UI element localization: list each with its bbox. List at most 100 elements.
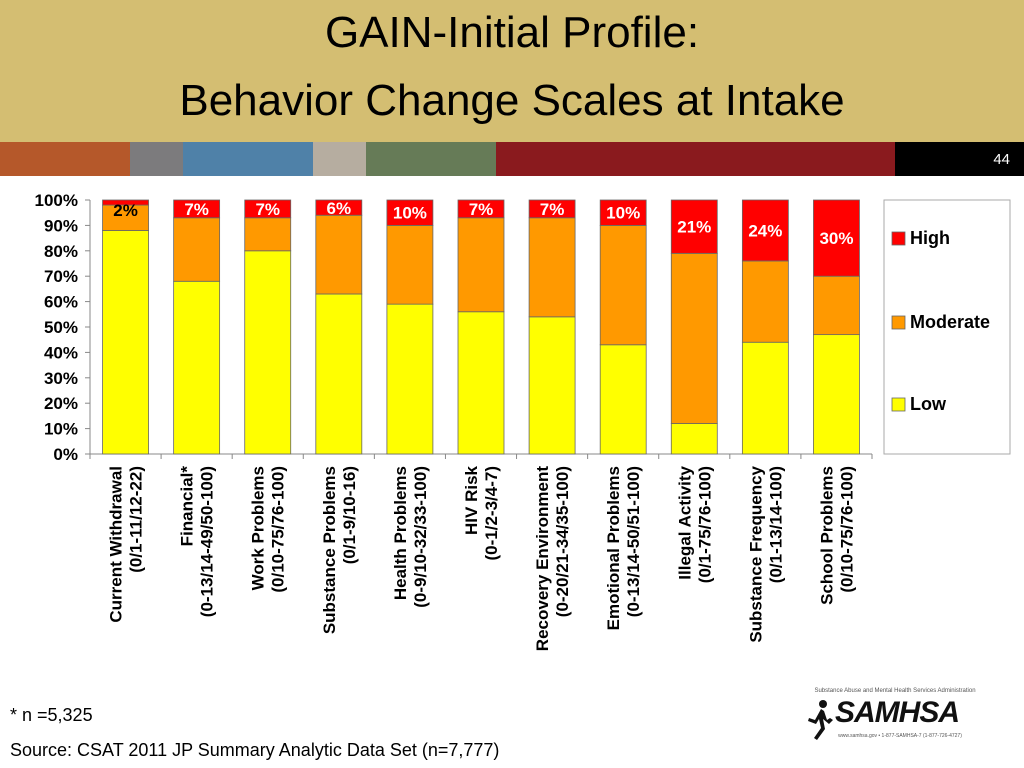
x-category-name: Current Withdrawal bbox=[107, 466, 126, 623]
x-category-name: Work Problems bbox=[249, 466, 268, 590]
source-note: Source: CSAT 2011 JP Summary Analytic Da… bbox=[10, 740, 500, 760]
x-category-name: HIV Risk bbox=[462, 465, 481, 535]
x-category-range: (0/1-75/76-100) bbox=[695, 466, 714, 583]
x-category-name: School Problems bbox=[817, 466, 836, 605]
y-tick-label: 100% bbox=[35, 191, 78, 210]
x-category-range: (0/1-9/10-16) bbox=[340, 466, 359, 564]
x-category-name: Recovery Environment bbox=[533, 466, 552, 652]
bar-segment-moderate bbox=[599, 225, 647, 346]
legend-swatch bbox=[891, 231, 906, 246]
bar-segment-low bbox=[102, 230, 149, 455]
bar-segment-low bbox=[599, 344, 647, 455]
bar-segment-high bbox=[315, 199, 363, 216]
bar-segment-low bbox=[244, 250, 292, 455]
data-label: 7% bbox=[469, 200, 494, 219]
bar-segment-high bbox=[457, 199, 505, 219]
running-figure-icon bbox=[808, 700, 833, 740]
bar-segment-low bbox=[386, 303, 434, 455]
y-tick-label: 40% bbox=[44, 343, 78, 362]
bar-segment-moderate bbox=[244, 217, 292, 252]
bar-segment-high bbox=[386, 199, 434, 226]
bar-segment-moderate bbox=[173, 217, 221, 282]
stripe-segment bbox=[0, 142, 130, 176]
x-category-label: Emotional Problems (0-13/14-50/51-100) bbox=[604, 466, 643, 630]
x-category-range: (0-1/2-3/4-7) bbox=[482, 466, 501, 560]
bar-segment-moderate bbox=[102, 204, 149, 231]
stripe-segment bbox=[183, 142, 313, 176]
x-category-label: Health Problems (0-9/10-32/33-100) bbox=[391, 466, 430, 608]
stripe-segment bbox=[313, 142, 366, 176]
samhsa-logo: Substance Abuse and Mental Health Servic… bbox=[805, 688, 985, 746]
y-tick-label: 70% bbox=[44, 267, 78, 286]
footnote: * n =5,325 bbox=[10, 705, 93, 725]
bar-segment-low bbox=[315, 293, 363, 455]
logo-wordmark: SAMHSA bbox=[835, 696, 960, 729]
data-label: 7% bbox=[184, 200, 209, 219]
y-tick-label: 0% bbox=[53, 445, 78, 464]
data-label: 7% bbox=[540, 200, 565, 219]
bar-segment-moderate bbox=[670, 252, 718, 424]
bar-segment-moderate bbox=[741, 260, 789, 343]
x-category-label: Substance Problems (0/1-9/10-16) bbox=[320, 466, 359, 634]
data-label: 24% bbox=[748, 221, 782, 240]
stripe-segment bbox=[496, 142, 896, 176]
y-tick-label: 10% bbox=[44, 420, 78, 439]
slide-title-line-2: Behavior Change Scales at Intake bbox=[179, 76, 845, 125]
bar-segment-moderate bbox=[813, 275, 860, 336]
y-tick-label: 60% bbox=[44, 293, 78, 312]
y-tick-label: 80% bbox=[44, 242, 78, 261]
x-category-name: Illegal Activity bbox=[675, 465, 694, 579]
legend-swatch bbox=[891, 397, 906, 412]
y-tick-label: 50% bbox=[44, 318, 78, 337]
bar-segment-moderate bbox=[315, 214, 363, 295]
data-label: 30% bbox=[819, 229, 853, 248]
data-label: 6% bbox=[327, 199, 352, 218]
bar-segment-low bbox=[457, 311, 505, 455]
bar-segment-moderate bbox=[386, 225, 434, 305]
slide-title-line-1: GAIN-Initial Profile: bbox=[324, 8, 700, 57]
x-category-label: Substance Frequency (0/1-13/14-100) bbox=[746, 465, 785, 642]
x-category-name: Financial* bbox=[178, 466, 197, 547]
bar-segment-low bbox=[173, 280, 221, 455]
x-category-label: Illegal Activity (0/1-75/76-100) bbox=[675, 465, 714, 583]
y-tick-label: 90% bbox=[44, 216, 78, 235]
x-category-label: School Problems (0/10-75/76-100) bbox=[817, 466, 856, 605]
x-category-range: (0/10-75/76-100) bbox=[269, 466, 288, 593]
bar-segment-high bbox=[528, 199, 576, 219]
legend-label: Moderate bbox=[910, 312, 990, 332]
x-category-range: (0/1-13/14-100) bbox=[766, 466, 785, 583]
x-category-range: (0-20/21-34/35-100) bbox=[553, 466, 572, 617]
stacked-bar-chart: 0% 10% 20% 30% 40% 50% 60% 70% 80% 90% 100% 2% Curre… bbox=[35, 191, 1011, 652]
legend-label: High bbox=[910, 228, 950, 248]
data-label: 21% bbox=[677, 218, 711, 237]
y-tick-label: 20% bbox=[44, 394, 78, 413]
logo-contact: www.samhsa.gov • 1-877-SAMHSA-7 (1-877-7… bbox=[838, 733, 962, 739]
x-category-name: Substance Problems bbox=[320, 466, 339, 634]
y-tick-label: 30% bbox=[44, 369, 78, 388]
data-label: 7% bbox=[255, 200, 280, 219]
x-category-range: (0/1-11/12-22) bbox=[127, 466, 146, 573]
bar-segment-low bbox=[741, 341, 789, 455]
x-category-range: (0/10-75/76-100) bbox=[837, 466, 856, 593]
title-band: GAIN-Initial Profile: Behavior Change Sc… bbox=[0, 0, 1024, 142]
bar-segment-moderate bbox=[457, 217, 505, 313]
decorative-color-stripe bbox=[0, 142, 1024, 176]
bar-segment-high bbox=[244, 199, 292, 219]
x-category-label: Financial* (0-13/14-49/50-100) bbox=[178, 466, 217, 618]
logo-tagline: Substance Abuse and Mental Health Servic… bbox=[814, 688, 976, 694]
bar-segment-moderate bbox=[528, 217, 576, 318]
slide-number: 44 bbox=[895, 142, 1024, 176]
legend-label: Low bbox=[910, 394, 947, 414]
x-category-name: Emotional Problems bbox=[604, 466, 623, 630]
data-label: 2% bbox=[113, 201, 138, 220]
bar-segment-low bbox=[813, 334, 860, 455]
bar-segment-high bbox=[173, 199, 221, 219]
data-label: 10% bbox=[606, 204, 640, 223]
bar-segment-high bbox=[599, 199, 647, 226]
x-category-name: Health Problems bbox=[391, 466, 410, 600]
bar-segment-high bbox=[670, 199, 718, 254]
bar-segment-low bbox=[528, 316, 576, 455]
bar-segment-high bbox=[741, 199, 789, 262]
bar-segment-high bbox=[813, 199, 860, 277]
x-category-label: Recovery Environment (0-20/21-34/35-100) bbox=[533, 466, 572, 652]
